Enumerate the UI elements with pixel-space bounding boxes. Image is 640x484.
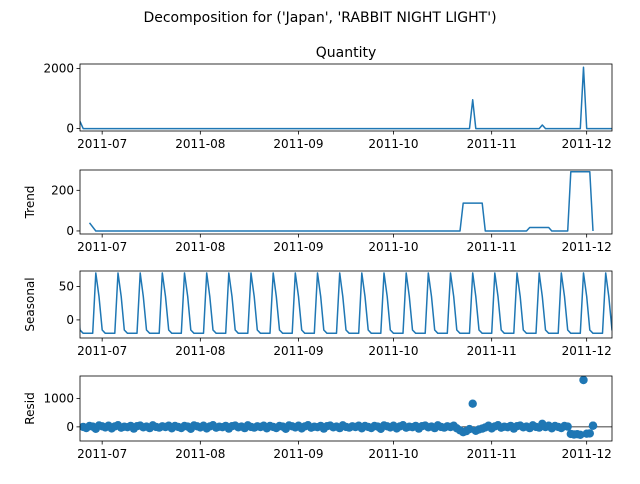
observed-data (80, 66, 612, 130)
y-tick-label: 0 (66, 313, 74, 327)
seasonal-line (80, 272, 612, 335)
y-tick-label: 200 (51, 183, 74, 197)
x-tick-label: 2011-11 (467, 344, 517, 358)
x-tick-label: 2011-08 (175, 240, 225, 254)
seasonal-panel: 0 50 2011-07 2011-08 2011-09 2011-10 2011-11 20… (23, 270, 613, 358)
trend-line (88, 171, 594, 232)
trend-axes-frame (79, 169, 613, 235)
x-tick-label: 2011-12 (562, 137, 612, 151)
resid-point (576, 430, 585, 439)
y-tick-label: 2000 (43, 62, 74, 76)
trend-data (88, 171, 594, 232)
resid-point (468, 399, 477, 408)
resid-axes-frame (79, 375, 613, 442)
x-tick-label: 2011-09 (273, 240, 323, 254)
x-tick-label: 2011-07 (77, 344, 127, 358)
x-tick-label: 2011-10 (368, 447, 418, 461)
x-tick-label: 2011-10 (368, 344, 418, 358)
trend-ylabel: Trend (23, 186, 37, 220)
x-tick-label: 2011-11 (467, 137, 517, 151)
x-tick-label: 2011-11 (467, 447, 517, 461)
y-tick-label: 1000 (43, 392, 74, 406)
seasonal-axes-frame (79, 270, 613, 339)
x-tick-label: 2011-09 (273, 344, 323, 358)
x-tick-label: 2011-09 (273, 137, 323, 151)
y-tick-label: 0 (66, 122, 74, 136)
observed-axes-frame (79, 63, 613, 132)
seasonal-ylabel: Seasonal (23, 277, 37, 331)
x-tick-label: 2011-07 (77, 447, 127, 461)
resid-point (585, 429, 594, 438)
x-tick-label: 2011-08 (175, 447, 225, 461)
x-tick-label: 2011-10 (368, 137, 418, 151)
resid-data (80, 376, 612, 439)
observed-panel: 0 2000 2011-07 2011-08 2011-09 2011-10 2011-11… (43, 45, 613, 151)
seasonal-data (80, 272, 612, 335)
x-tick-label: 2011-10 (368, 240, 418, 254)
x-tick-label: 2011-08 (175, 137, 225, 151)
resid-ylabel: Resid (23, 392, 37, 424)
x-tick-label: 2011-07 (77, 137, 127, 151)
resid-point (465, 424, 474, 434)
observed-line (80, 66, 612, 130)
y-tick-label: 0 (66, 420, 74, 434)
observed-title: Quantity (316, 45, 377, 61)
x-tick-label: 2011-12 (562, 240, 612, 254)
x-tick-label: 2011-09 (273, 447, 323, 461)
trend-panel: 0 200 2011-07 2011-08 2011-09 2011-10 2011-11 2… (23, 169, 613, 254)
resid-panel: 0 1000 2011-07 2011-08 2011-09 2011-10 2011-11… (23, 375, 613, 461)
x-tick-label: 2011-07 (77, 240, 127, 254)
resid-point (579, 376, 588, 385)
x-tick-label: 2011-08 (175, 344, 225, 358)
resid-point (588, 421, 598, 430)
y-tick-label: 50 (59, 279, 74, 293)
figure-title: Decomposition for ('Japan', 'RABBIT NIGH… (143, 10, 496, 26)
x-tick-label: 2011-12 (562, 344, 612, 358)
resid-point (563, 422, 572, 431)
x-tick-label: 2011-11 (467, 240, 517, 254)
y-tick-label: 0 (66, 224, 74, 238)
x-tick-label: 2011-12 (562, 447, 612, 461)
